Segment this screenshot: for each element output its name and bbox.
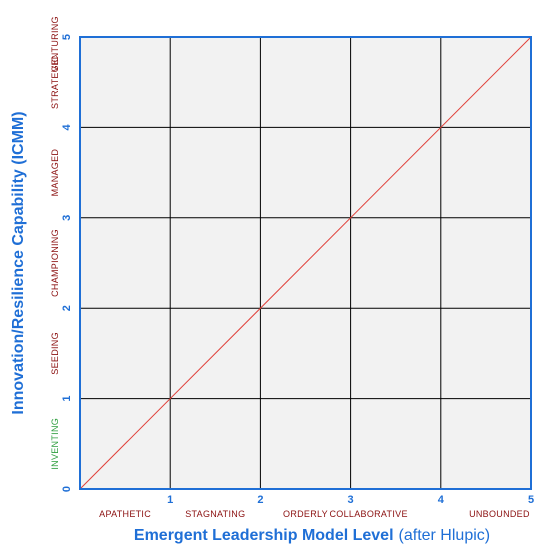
y-level-label: VENTURING (50, 16, 60, 72)
x-axis-title-main: Emergent Leadership Model Level (134, 527, 394, 544)
x-axis-title: Emergent Leadership Model Level (after Hl… (134, 527, 490, 544)
x-tick-label: 1 (167, 494, 173, 506)
y-tick-label: 2 (61, 305, 73, 311)
x-tick-label: 4 (438, 494, 445, 506)
x-tick-labels: 1 2 3 4 5 (167, 494, 534, 506)
y-tick-label: 0 (61, 486, 73, 492)
x-level-label: ORDERLY (283, 509, 328, 519)
plot-frame (79, 36, 532, 490)
y-tick-label: 1 (61, 396, 73, 402)
x-level-label: STAGNATING (185, 509, 245, 519)
y-level-label: MANAGED (50, 149, 60, 197)
x-tick-label: 5 (528, 494, 534, 506)
series (79, 36, 532, 490)
x-level-labels: APATHETIC STAGNATING ORDERLY COLLABORATIVE U… (99, 509, 530, 519)
grid-lines (80, 37, 531, 489)
y-level-label: INVENTING (50, 418, 60, 470)
x-tick-label: 3 (348, 494, 354, 506)
y-tick-label: 5 (61, 34, 73, 40)
y-tick-label: 3 (61, 215, 73, 221)
y-level-labels: INVENTING SEEDING CHAMPIONING MANAGED STRATE… (50, 16, 60, 470)
y-axis-title: Innovation/Resilience Capability (ICMM) (10, 111, 27, 414)
y-level-label: CHAMPIONING (50, 229, 60, 297)
y-level-label: STRATEGIC (50, 55, 60, 109)
series-line (79, 36, 532, 490)
y-tick-labels: 0 1 2 3 4 5 (61, 34, 73, 492)
x-axis-title-note: (after Hlupic) (399, 527, 491, 544)
x-level-label: APATHETIC (99, 509, 151, 519)
x-level-label: UNBOUNDED (469, 509, 530, 519)
x-tick-label: 2 (257, 494, 263, 506)
y-level-label: SEEDING (50, 332, 60, 375)
x-level-label: COLLABORATIVE (330, 509, 408, 519)
y-tick-label: 4 (61, 123, 73, 130)
